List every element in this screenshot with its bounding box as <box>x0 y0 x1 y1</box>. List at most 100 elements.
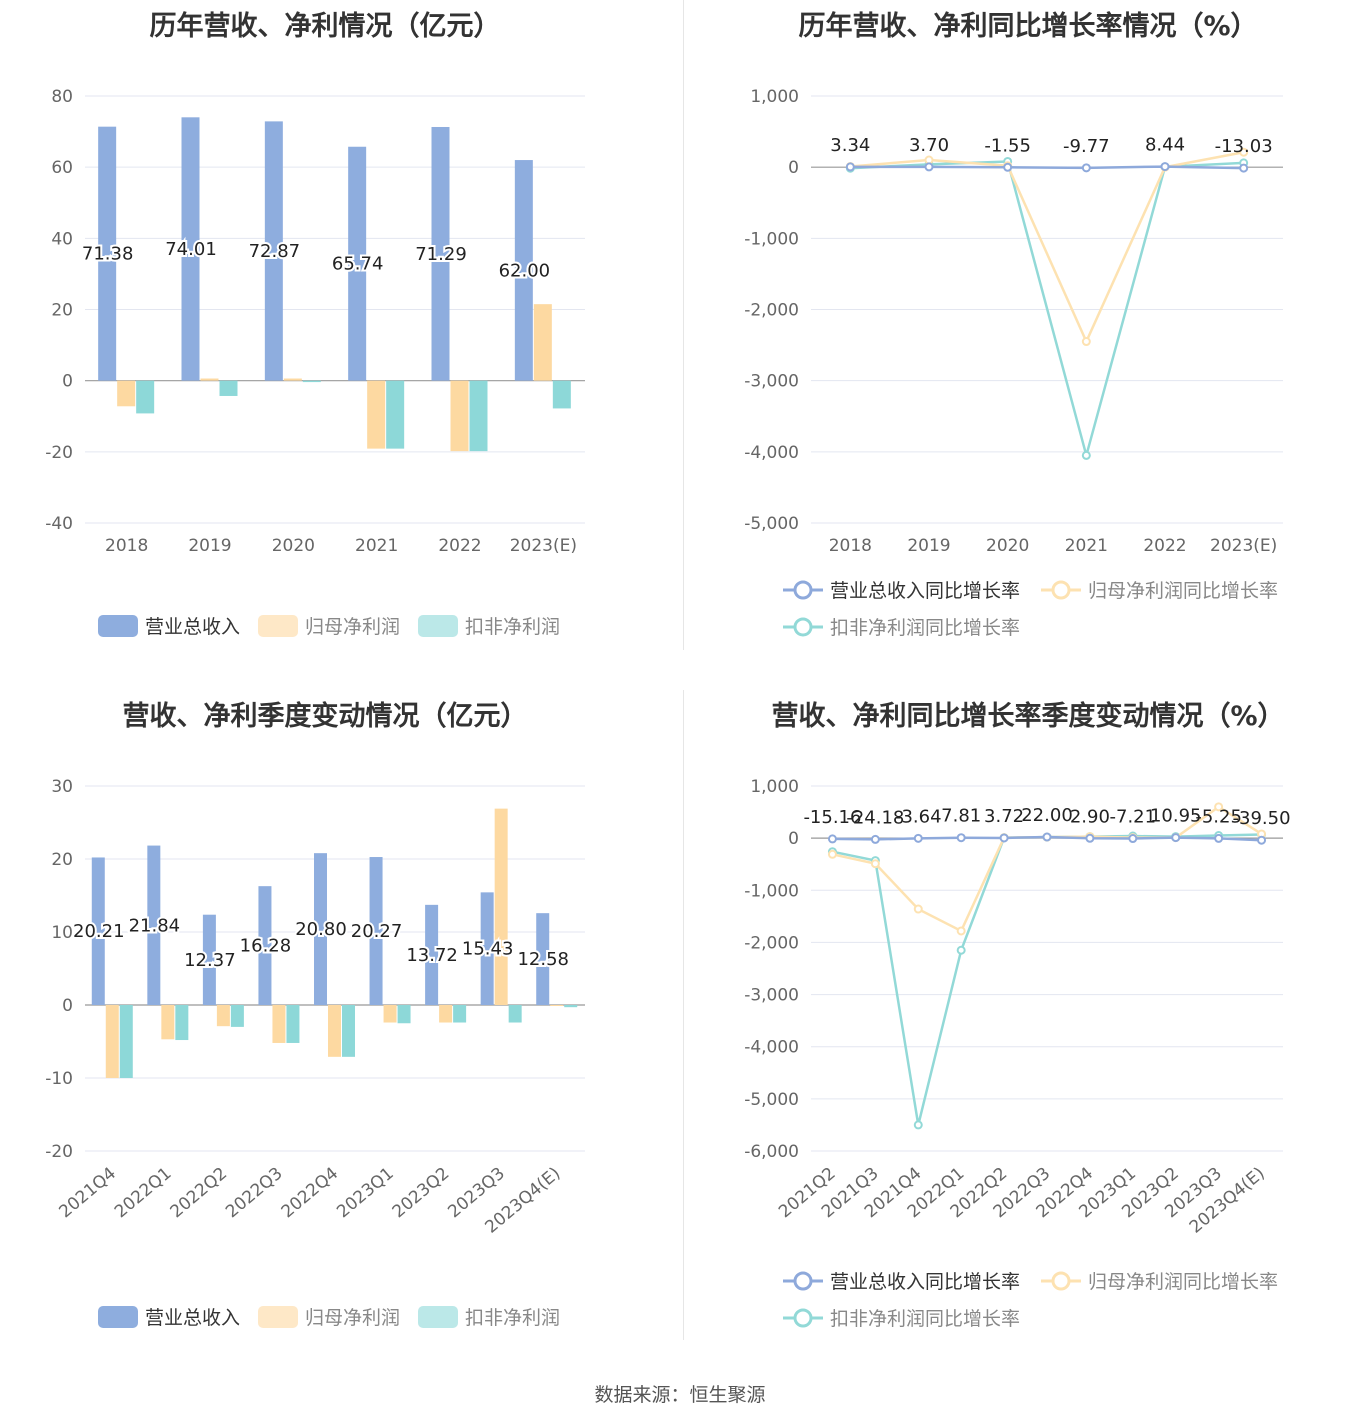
legend-marker-icon <box>793 1308 813 1328</box>
y-tick-label: 20 <box>51 301 73 321</box>
y-tick-label: -40 <box>45 514 73 534</box>
x-tick-label: 2023Q2 <box>389 1164 454 1223</box>
bar-revenue <box>480 892 494 1005</box>
bar-deducted-profit <box>453 1005 467 1023</box>
bar-net-profit <box>161 1005 175 1040</box>
data-point <box>1257 835 1267 845</box>
chart-title: 历年营收、净利同比增长率情况（%） <box>798 11 1258 42</box>
legend-label: 归母净利润同比增长率 <box>1088 1271 1278 1293</box>
data-source: 数据来源：恒生聚源 <box>594 1384 766 1406</box>
y-tick-label: -10 <box>45 1069 73 1089</box>
data-point <box>1081 163 1091 173</box>
y-tick-label: -6,000 <box>744 1142 799 1162</box>
bar-revenue <box>264 121 283 381</box>
y-tick-label: -5,000 <box>744 1090 799 1110</box>
bar-deducted-profit <box>386 380 405 449</box>
chart-title: 营收、净利同比增长率季度变动情况（%） <box>771 701 1285 732</box>
data-label: 22.00 <box>1021 805 1073 826</box>
data-label: 13.72 <box>406 945 458 966</box>
data-label: -9.77 <box>1063 136 1110 157</box>
y-tick-label: 1,000 <box>750 777 799 797</box>
y-tick-label: 10 <box>51 923 73 943</box>
legend-label: 扣非净利润 <box>465 1307 560 1329</box>
y-tick-label: 20 <box>51 850 73 870</box>
series-line-net-growth <box>850 150 1244 345</box>
bar-revenue <box>258 886 272 1005</box>
y-tick-label: -4,000 <box>744 1038 799 1058</box>
data-label: 15.43 <box>462 939 514 960</box>
data-point <box>870 859 880 869</box>
data-label: -5.25 <box>1195 806 1242 827</box>
bar-net-profit <box>450 380 469 452</box>
y-tick-label: 40 <box>51 229 73 249</box>
data-point <box>1128 834 1138 844</box>
bar-deducted-profit <box>175 1005 189 1041</box>
bar-deducted-profit <box>219 380 238 396</box>
bar-revenue <box>425 904 439 1005</box>
x-tick-label: 2022 <box>438 536 481 556</box>
annual-revenue-chart: 80 60 40 20 0 -20 -40 71.38 74.01 72.87 65.74 71.29… <box>45 87 585 638</box>
bar-net-profit <box>533 304 552 381</box>
legend-swatch-icon <box>258 615 298 637</box>
bar-net-profit <box>283 378 302 381</box>
y-tick-label: 0 <box>62 996 73 1016</box>
legend-label: 归母净利润同比增长率 <box>1088 580 1278 602</box>
data-label: -24.18 <box>846 807 904 828</box>
data-point <box>1003 162 1013 172</box>
x-tick-label: 2022Q2 <box>167 1164 232 1223</box>
legend-label: 营业总收入 <box>145 1307 240 1329</box>
bar-deducted-profit <box>552 380 571 409</box>
x-tick-label: 2020 <box>272 536 315 556</box>
data-point <box>1160 162 1170 172</box>
data-point <box>924 162 934 172</box>
data-label: -1.55 <box>984 135 1031 156</box>
bar-revenue <box>348 146 367 381</box>
x-tick-label: 2021 <box>355 536 398 556</box>
bar-revenue <box>369 857 383 1005</box>
y-tick-label: 30 <box>51 777 73 797</box>
x-tick-label: 2022Q1 <box>111 1164 176 1223</box>
chart-title: 历年营收、净利情况（亿元） <box>149 11 501 42</box>
legend-marker-icon <box>793 617 813 637</box>
legend-marker-icon <box>793 580 813 600</box>
series-line-revenue-growth <box>850 165 1244 170</box>
bar-revenue <box>98 126 117 381</box>
bar-net-profit <box>200 378 219 381</box>
data-point <box>1171 833 1181 843</box>
bar-deducted-profit <box>397 1005 411 1024</box>
legend-label: 扣非净利润 <box>465 616 560 638</box>
data-point <box>870 834 880 844</box>
bar-net-profit <box>105 1005 119 1078</box>
data-label: 20.21 <box>73 921 125 942</box>
panel-annual-revenue: 历年营收、净利情况（亿元） 80 60 40 20 0 -20 -40 71.38 74.01 7… <box>0 0 680 660</box>
data-point <box>956 945 966 955</box>
legend-swatch-icon <box>418 615 458 637</box>
panel-annual-growth: 历年营收、净利同比增长率情况（%） 1,000 0 -1,000 -2,000 -3,0… <box>686 0 1360 660</box>
legend-label: 营业总收入同比增长率 <box>830 580 1020 602</box>
y-tick-label: 0 <box>788 158 799 178</box>
bar-revenue <box>181 117 200 381</box>
vertical-divider <box>683 690 684 1340</box>
y-tick-label: -20 <box>45 443 73 463</box>
bar-deducted-profit <box>469 380 488 452</box>
vertical-divider <box>683 0 684 650</box>
data-label: 8.44 <box>1145 135 1185 156</box>
data-label: 72.87 <box>249 241 301 262</box>
data-label: 12.58 <box>517 949 569 970</box>
data-point <box>845 162 855 172</box>
data-label: 16.28 <box>240 936 292 957</box>
data-point <box>1239 147 1249 157</box>
data-label: 3.72 <box>984 806 1024 827</box>
data-label: -39.50 <box>1233 808 1291 829</box>
y-tick-label: -20 <box>45 1142 73 1162</box>
data-point <box>956 926 966 936</box>
data-point <box>913 1120 923 1130</box>
y-tick-label: 0 <box>788 829 799 849</box>
data-point <box>827 834 837 844</box>
data-point <box>1085 833 1095 843</box>
y-tick-label: 1,000 <box>750 87 799 107</box>
data-label: -3.64 <box>895 806 942 827</box>
data-point <box>913 833 923 843</box>
bar-revenue <box>536 913 550 1005</box>
